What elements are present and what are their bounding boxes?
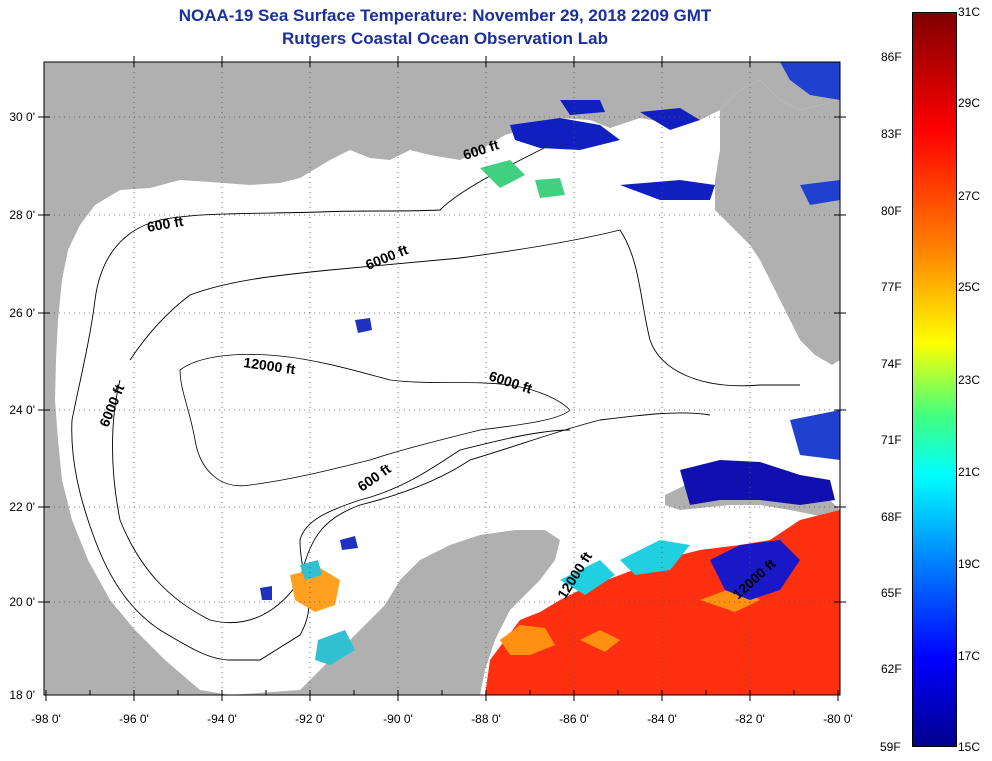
colorbar-f-label: 77F [881,280,902,294]
lat-label: 22 0' [9,500,35,514]
sst-northeast-corner [780,62,840,460]
sst-cold-cuba-north [680,460,835,505]
colorbar-f-label: 86F [881,50,902,64]
sst-map: 600 ft 600 ft 6000 ft 12000 ft 6000 ft 6… [9,56,853,726]
colorbar-f-label: 65F [881,586,902,600]
lon-label: -84 0' [647,712,677,726]
contour-6000ft-south [112,379,711,624]
colorbar-f-label: 74F [881,357,902,371]
contour-label: 12000 ft [243,354,297,377]
contour-12000ft [179,353,571,487]
colorbar-c-label: 15C [958,740,981,754]
colorbar-c-label: 23C [958,373,981,387]
lon-label: -94 0' [207,712,237,726]
lon-label: -90 0' [383,712,413,726]
lon-label: -92 0' [295,712,325,726]
lat-label: 26 0' [9,306,35,320]
contour-label: 600 ft [146,213,185,235]
graticule [44,62,840,695]
map-subtitle: Rutgers Coastal Ocean Observation Lab [282,29,608,48]
sst-cold-north-gulf [510,100,715,200]
colorbar-f-label: 62F [881,662,902,676]
colorbar-f-label: 71F [881,433,902,447]
lat-label: 30 0' [9,110,35,124]
sst-green-north-gulf [480,160,565,198]
lat-label: 18 0' [9,688,35,702]
colorbar-c-label: 31C [958,5,981,19]
land-yucatan [230,530,560,695]
lat-label: 24 0' [9,403,35,417]
sst-cyan-patches [560,540,690,595]
colorbar-f-label: 83F [881,127,902,141]
land-florida [715,80,840,365]
colorbar-f-label: 59F [880,740,901,754]
colorbar-f-label: 80F [881,204,902,218]
colorbar-c-label: 27C [958,189,981,203]
lat-label: 20 0' [9,595,35,609]
lon-label: -80 0' [823,712,853,726]
map-title: NOAA-19 Sea Surface Temperature: Novembe… [178,6,712,25]
lon-label: -96 0' [119,712,149,726]
lon-label: -82 0' [735,712,765,726]
temperature-colorbar [912,12,957,747]
lon-label: -88 0' [471,712,501,726]
colorbar-c-label: 19C [958,557,981,571]
colorbar-c-label: 21C [958,465,981,479]
sst-bay-of-campeche-cool [300,560,355,665]
contour-6000ft [129,229,800,387]
lat-label: 28 0' [9,208,35,222]
colorbar-c-label: 25C [958,280,981,294]
lon-label: -98 0' [31,712,61,726]
colorbar-f-label: 68F [881,510,902,524]
colorbar-c-label: 17C [958,649,981,663]
land-us-mexico-west [44,62,840,695]
lon-label: -86 0' [559,712,589,726]
contour-600ft [71,139,571,661]
sst-bay-of-campeche [290,568,340,612]
sst-cold-cuba-south [710,540,800,600]
colorbar-c-label: 29C [958,96,981,110]
axis-ticks [38,56,846,701]
